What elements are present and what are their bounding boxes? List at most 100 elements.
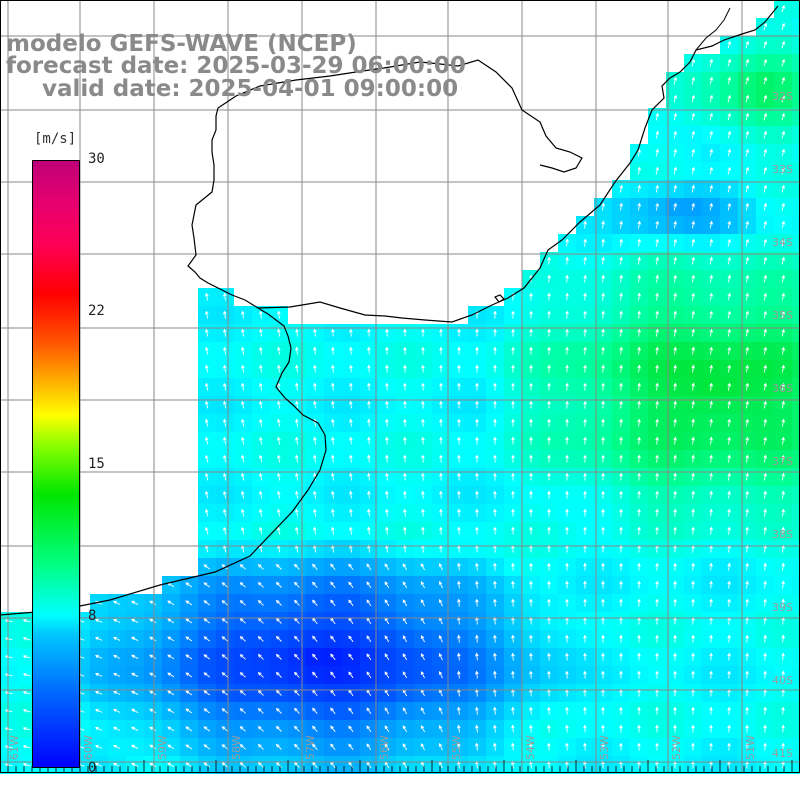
wind-arrow [637, 310, 641, 319]
wind-arrow [275, 635, 282, 642]
wind-arrow [312, 508, 317, 517]
wind-cell [792, 612, 800, 630]
wind-arrow [113, 600, 121, 605]
wind-arrow [781, 112, 786, 121]
wind-arrow [673, 148, 678, 157]
wind-arrow [745, 58, 750, 67]
wind-arrow [547, 364, 551, 373]
wind-arrow [637, 256, 641, 265]
wind-arrow [293, 671, 300, 678]
wind-arrow [385, 472, 389, 481]
wind-arrow [601, 724, 605, 733]
wind-arrow [727, 562, 731, 571]
wind-arrow [439, 418, 443, 427]
wind-arrow [240, 526, 245, 535]
wind-arrow [691, 634, 695, 643]
wind-arrow [565, 526, 569, 535]
wind-arrow [402, 707, 408, 715]
wind-arrow [727, 418, 732, 427]
wind-cell [792, 450, 800, 468]
wind-arrow [457, 472, 461, 481]
wind-arrow [601, 634, 605, 643]
wind-cell [792, 702, 800, 720]
wind-arrow [167, 726, 175, 732]
wind-arrow [583, 220, 587, 229]
wind-arrow [691, 670, 695, 679]
wind-arrow [457, 598, 461, 607]
wind-arrow [420, 725, 425, 733]
wind-arrow [511, 472, 515, 481]
wind-arrow [403, 490, 407, 499]
wind-arrow [709, 94, 714, 103]
wind-arrow [203, 618, 211, 624]
wind-arrow [727, 184, 732, 193]
wind-arrow [384, 707, 390, 715]
wind-arrow [673, 454, 677, 463]
wind-arrow [204, 454, 209, 463]
wind-arrow [366, 743, 372, 751]
wind-arrow [655, 166, 660, 175]
wind-arrow [367, 454, 371, 463]
wind-arrow [619, 580, 623, 589]
wind-arrow [727, 58, 732, 67]
wind-arrow [222, 490, 227, 499]
wind-arrow [601, 490, 605, 499]
wind-arrow [438, 634, 443, 643]
wind-arrow [529, 652, 533, 661]
wind-arrow [421, 490, 425, 499]
wind-arrow [403, 346, 407, 355]
wind-arrow [691, 652, 695, 661]
wind-arrow [619, 724, 623, 733]
wind-arrow [113, 690, 121, 695]
wind-arrow [475, 508, 479, 517]
wind-arrow [619, 220, 623, 229]
wind-arrow [258, 472, 263, 481]
wind-arrow [149, 690, 157, 696]
wind-arrow [763, 130, 768, 139]
wind-arrow [619, 292, 623, 301]
wind-arrow [421, 400, 425, 409]
wind-arrow [385, 454, 389, 463]
wind-cell [792, 36, 800, 54]
wind-arrow [221, 618, 228, 624]
wind-arrow [94, 708, 103, 713]
wind-arrow [312, 671, 318, 678]
wind-arrow [94, 636, 103, 641]
wind-arrow [385, 400, 389, 409]
wind-arrow [709, 58, 714, 67]
wind-arrow [420, 743, 425, 751]
wind-arrow [583, 580, 587, 589]
wind-arrow [493, 382, 497, 391]
wind-arrow [167, 690, 175, 696]
wind-arrow [367, 436, 371, 445]
wind-arrow [113, 744, 121, 749]
wind-arrow [185, 690, 193, 696]
wind-arrow [438, 724, 443, 733]
wind-arrow [745, 166, 750, 175]
wind-arrow [745, 490, 749, 499]
wind-arrow [240, 346, 245, 355]
wind-arrow [583, 400, 587, 409]
colorbar-tick-label: 8 [88, 608, 97, 624]
wind-arrow [438, 598, 443, 607]
wind-arrow [366, 653, 372, 661]
wind-arrow [457, 508, 461, 517]
wind-arrow [619, 472, 623, 481]
wind-arrow [239, 564, 246, 570]
wind-arrow [149, 726, 157, 732]
lat-label: 34S [772, 236, 793, 249]
wind-arrow [22, 636, 31, 641]
wind-arrow [781, 742, 785, 751]
lat-label: 40S [772, 674, 793, 687]
wind-arrow [493, 580, 497, 589]
wind-arrow [709, 490, 713, 499]
wind-arrow [402, 671, 408, 679]
wind-arrow [781, 382, 786, 391]
wind-arrow [221, 582, 228, 588]
wind-arrow [763, 382, 768, 391]
wind-arrow [673, 382, 677, 391]
coastline-path [695, 7, 731, 51]
wind-arrow [94, 690, 103, 695]
wind-arrow [131, 744, 139, 750]
wind-arrow [601, 742, 605, 751]
